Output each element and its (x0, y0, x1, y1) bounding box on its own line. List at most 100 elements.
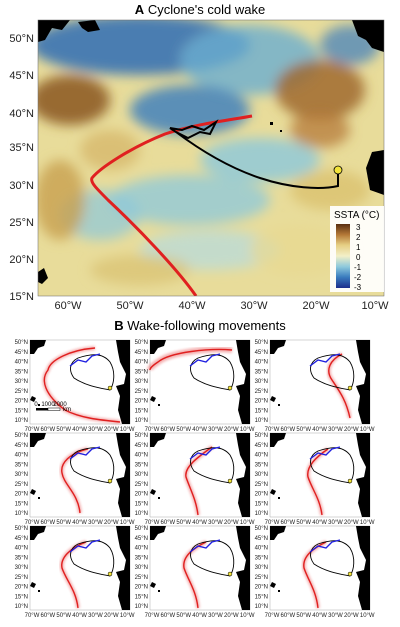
lon-tick-label: 20°W (344, 427, 359, 433)
lat-tick-label: 35°N (255, 555, 268, 561)
lon-tick-label: 30°W (88, 427, 103, 433)
lat-tick-label: 20°N (15, 492, 28, 498)
legend-title: SSTA (°C) (334, 210, 379, 221)
svg-text:-3: -3 (354, 283, 362, 292)
lon-tick-label: 40°W (192, 427, 207, 433)
lat-tick-label: 15°N (255, 501, 268, 507)
lat-tick-label: 40°N (135, 546, 148, 552)
lon-tick-label: 40°W (192, 520, 207, 526)
lat-tick-label: 40°N (255, 360, 268, 366)
lat-tick-label: 30°N (135, 565, 148, 571)
wake-following-segment (69, 446, 101, 460)
animal-track (169, 119, 339, 189)
caribbean-islands (150, 582, 160, 592)
north-america-coast (150, 433, 166, 447)
lon-tick-label: 30°W (208, 427, 223, 433)
end-marker (107, 478, 113, 484)
wake-map-5: 50°N 45°N 40°N 35°N 30°N 25°N 20°N 15°N 10°N 70°W… (135, 432, 255, 526)
lon-tick-label: 60°W (40, 613, 55, 619)
svg-text:-1: -1 (354, 263, 362, 272)
lon-tick-label: 20°W (224, 613, 239, 619)
svg-text:10°W: 10°W (361, 300, 389, 312)
scale-bar-unit: km (63, 407, 71, 413)
lon-tick-label: 70°W (265, 613, 280, 619)
lon-tick-label: 50°W (56, 613, 71, 619)
lon-tick-label: 10°W (360, 520, 375, 526)
svg-text:20°N: 20°N (9, 254, 34, 266)
svg-text:-2: -2 (354, 273, 362, 282)
lon-tick-label: 70°W (265, 520, 280, 526)
lat-tick-label: 20°N (255, 585, 268, 591)
lon-tick-label: 20°W (104, 520, 119, 526)
europe-africa-coast (356, 526, 370, 610)
lon-tick-label: 40°W (312, 427, 327, 433)
wake-map-7: 50°N 45°N 40°N 35°N 30°N 25°N 20°N 15°N 10°N 70°W… (15, 525, 135, 619)
lat-tick-label: 35°N (15, 369, 28, 375)
wake-following-segment (189, 539, 221, 553)
lat-tick-label: 30°N (255, 379, 268, 385)
lat-tick-label: 45°N (15, 350, 28, 356)
lon-tick-label: 40°W (312, 613, 327, 619)
lat-tick-label: 45°N (255, 536, 268, 542)
svg-text:50°N: 50°N (9, 33, 34, 45)
lat-tick-label: 50°N (255, 340, 268, 346)
lat-tick-label: 25°N (135, 575, 148, 581)
north-america-coast (150, 526, 166, 540)
lon-tick-label: 40°W (72, 427, 87, 433)
lon-tick-label: 30°W (328, 520, 343, 526)
lon-tick-label: 70°W (145, 520, 160, 526)
lat-tick-label: 10°N (255, 604, 268, 610)
lat-tick-label: 10°N (255, 511, 268, 517)
lon-tick-label: 20°W (344, 520, 359, 526)
lat-tick-label: 30°N (255, 472, 268, 478)
end-marker (227, 385, 233, 391)
lon-tick-label: 40°W (192, 613, 207, 619)
svg-text:40°N: 40°N (9, 108, 34, 120)
lon-tick-label: 50°W (296, 520, 311, 526)
wake-following-segment (309, 353, 341, 367)
lat-tick-label: 10°N (15, 418, 28, 424)
lat-tick-label: 30°N (135, 472, 148, 478)
newfoundland (78, 20, 100, 32)
lat-tick-label: 35°N (15, 555, 28, 561)
lon-tick-label: 20°W (344, 613, 359, 619)
lat-tick-label: 45°N (255, 443, 268, 449)
svg-text:20°W: 20°W (302, 300, 330, 312)
lat-tick-label: 15°N (255, 408, 268, 414)
wake-map-1: 50°N 45°N 40°N 35°N 30°N 25°N 20°N 15°N 10°N 70°W… (15, 339, 135, 433)
lon-tick-label: 10°W (360, 427, 375, 433)
lat-tick-label: 10°N (255, 418, 268, 424)
caribbean-islands (30, 489, 40, 499)
azores (270, 122, 273, 125)
simulated-track (43, 347, 121, 423)
lat-tick-label: 10°N (15, 511, 28, 517)
lat-tick-label: 25°N (255, 482, 268, 488)
lat-tick-label: 35°N (15, 462, 28, 468)
svg-text:3: 3 (356, 223, 361, 232)
lon-tick-label: 60°W (280, 427, 295, 433)
lat-tick-label: 15°N (15, 501, 28, 507)
lat-tick-label: 50°N (15, 433, 28, 439)
lon-tick-label: 10°W (240, 427, 255, 433)
lat-tick-label: 40°N (135, 453, 148, 459)
lon-tick-label: 10°W (240, 613, 255, 619)
lon-tick-label: 40°W (72, 520, 87, 526)
lon-tick-label: 70°W (265, 427, 280, 433)
lat-tick-label: 20°N (135, 492, 148, 498)
lat-tick-label: 35°N (255, 462, 268, 468)
svg-text:40°W: 40°W (178, 300, 206, 312)
lat-tick-label: 45°N (135, 443, 148, 449)
lon-tick-label: 50°W (296, 427, 311, 433)
caribbean-islands (150, 396, 160, 406)
lon-tick-label: 70°W (25, 613, 40, 619)
svg-text:0: 0 (356, 253, 361, 262)
lon-tick-label: 10°W (360, 613, 375, 619)
lon-tick-label: 70°W (145, 613, 160, 619)
lon-tick-label: 40°W (72, 613, 87, 619)
lat-tick-label: 20°N (135, 399, 148, 405)
lat-tick-label: 50°N (255, 526, 268, 532)
lon-tick-label: 10°W (120, 427, 135, 433)
svg-text:2: 2 (356, 233, 361, 242)
lon-tick-label: 30°W (328, 427, 343, 433)
